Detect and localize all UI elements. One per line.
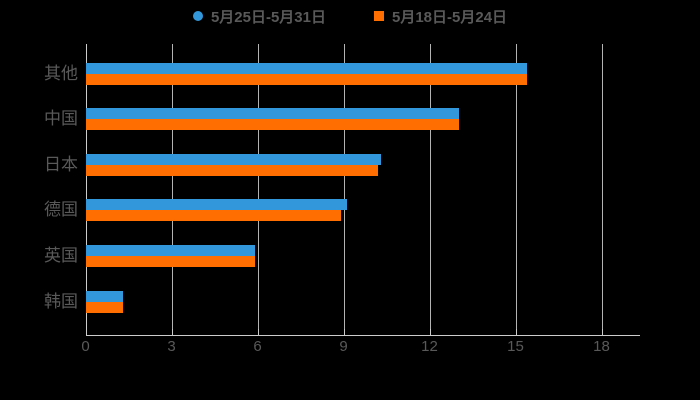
x-tick-label: 15 xyxy=(507,338,524,355)
bar-series0-cat3[interactable] xyxy=(86,199,347,211)
bar-series0-cat0[interactable] xyxy=(86,62,528,74)
x-tick-label: 9 xyxy=(339,338,348,355)
bar-series1-cat0[interactable] xyxy=(86,73,528,85)
legend-item-week-may18-24[interactable]: 5月18日-5月24日 xyxy=(374,6,507,27)
x-tick-label: 18 xyxy=(593,338,610,355)
bar-series1-cat1[interactable] xyxy=(86,119,459,131)
x-axis-tick xyxy=(601,329,603,335)
bar-series0-cat5[interactable] xyxy=(86,290,124,302)
bar-series1-cat4[interactable] xyxy=(86,255,256,267)
x-gridline xyxy=(515,44,517,335)
legend-item-week-may25-31[interactable]: 5月25日-5月31日 xyxy=(192,6,326,27)
legend: 5月25日-5月31日 5月18日-5月24日 xyxy=(0,6,700,26)
x-gridline xyxy=(171,44,173,335)
x-axis-tick xyxy=(429,329,431,335)
legend-square-marker-icon xyxy=(374,11,384,21)
x-axis-tick xyxy=(257,329,259,335)
bar-series1-cat3[interactable] xyxy=(86,210,342,222)
x-tick-label: 6 xyxy=(253,338,262,355)
x-gridline xyxy=(257,44,259,335)
x-gridline xyxy=(343,44,345,335)
bar-series1-cat5[interactable] xyxy=(86,301,124,313)
x-gridline xyxy=(601,44,603,335)
x-axis-tick xyxy=(343,329,345,335)
x-axis-tick xyxy=(515,329,517,335)
y-axis-label: 其他 xyxy=(44,63,78,83)
x-tick-label: 12 xyxy=(421,338,438,355)
x-tick-label: 3 xyxy=(167,338,176,355)
legend-label-week-may25-31: 5月25日-5月31日 xyxy=(210,8,326,26)
x-gridline xyxy=(429,44,431,335)
bar-series0-cat2[interactable] xyxy=(86,153,382,165)
y-axis-label: 英国 xyxy=(44,245,78,265)
y-axis-label: 中国 xyxy=(44,109,78,129)
y-axis-line xyxy=(85,44,87,335)
y-axis-label: 德国 xyxy=(44,200,78,220)
y-axis-label: 韩国 xyxy=(44,291,78,311)
x-axis-tick xyxy=(171,329,173,335)
x-tick-label: 0 xyxy=(81,338,90,355)
bar-series0-cat4[interactable] xyxy=(86,244,256,256)
x-axis-tick xyxy=(85,329,87,335)
y-axis-label: 日本 xyxy=(44,154,78,174)
bar-series1-cat2[interactable] xyxy=(86,164,379,176)
legend-label-week-may18-24: 5月18日-5月24日 xyxy=(392,8,508,26)
x-axis-line xyxy=(85,335,640,336)
bar-series0-cat1[interactable] xyxy=(86,108,459,120)
legend-circle-marker-icon xyxy=(192,11,203,21)
